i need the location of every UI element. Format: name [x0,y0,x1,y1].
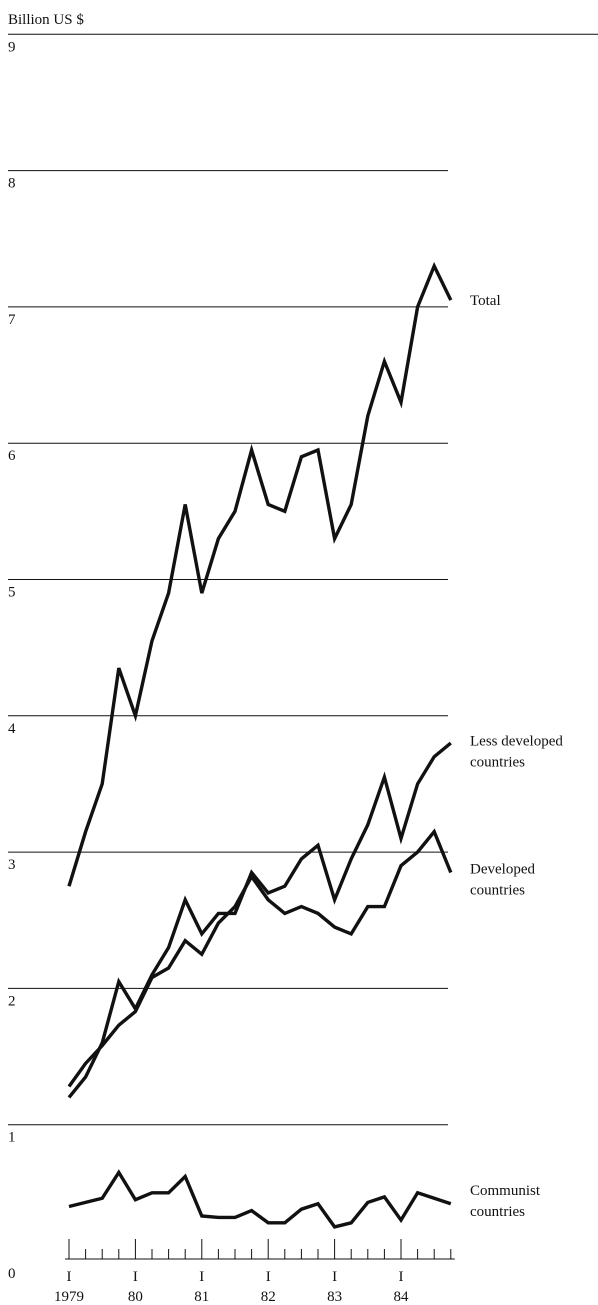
series-label-0-line-0: Total [470,293,501,309]
gridlines [8,33,598,1126]
x-quarter-marker-83: I [332,1269,337,1285]
series-lines [67,261,453,1229]
y-tick-label-0: 0 [8,1266,16,1282]
x-year-label-80: 80 [128,1289,143,1305]
series-label-3-line-1: countries [470,1204,525,1220]
y-tick-label-5: 5 [8,585,16,601]
x-quarter-marker-82: I [266,1269,271,1285]
y-tick-label-6: 6 [8,448,16,464]
x-year-label-84: 84 [394,1289,410,1305]
x-year-label-81: 81 [194,1289,209,1305]
y-tick-label-3: 3 [8,857,16,873]
series-line-0 [67,261,453,887]
x-quarter-marker-80: I [133,1269,138,1285]
series-labels: Total Less developed countries Developed cou… [470,293,563,1220]
y-tick-label-1: 1 [8,1130,16,1146]
series-label-2-line-1: countries [470,882,525,898]
series-label-1-line-1: countries [470,754,525,770]
x-year-label-83: 83 [327,1289,342,1305]
x-quarter-marker-1979: I [67,1269,72,1285]
x-year-label-1979: 1979 [54,1289,84,1305]
y-tick-label-7: 7 [8,312,16,328]
y-tick-label-4: 4 [8,721,16,737]
series-line-2 [67,828,453,1088]
x-quarter-marker-84: I [399,1269,404,1285]
x-axis: I 1979 I 80 I 81 I 82 I 83 I 84 [54,1239,455,1305]
series-line-1 [67,741,452,1099]
y-tick-label-2: 2 [8,993,16,1009]
series-label-1-line-0: Less developed [470,733,563,749]
y-axis-label: Billion US $ [8,12,84,28]
y-tick-label-9: 9 [8,39,16,55]
series-label-2-line-0: Developed [470,861,535,877]
x-year-label-82: 82 [261,1289,276,1305]
y-tick-label-8: 8 [8,176,16,192]
series-line-3 [68,1169,452,1229]
series-label-3-line-0: Communist [470,1183,541,1199]
x-quarter-marker-81: I [199,1269,204,1285]
y-tick-labels: 0 1 2 3 4 5 6 7 8 9 [8,39,16,1282]
